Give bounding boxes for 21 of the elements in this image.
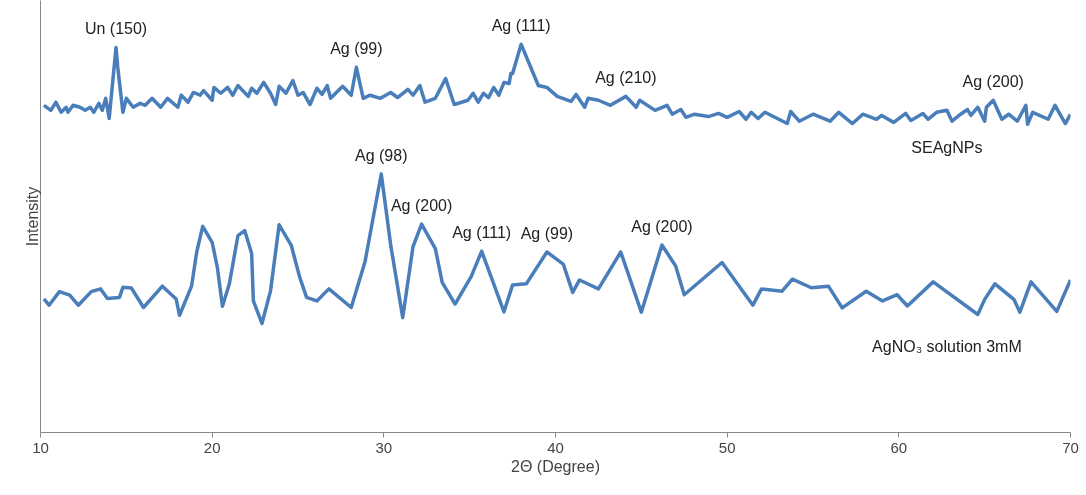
x-tick-label: 70 (1062, 438, 1079, 456)
x-tick-label: 20 (203, 438, 221, 456)
annotation: Ag (111) (491, 17, 551, 35)
series-label: SEAgNPs (911, 139, 983, 157)
annotation: Ag (200) (390, 197, 453, 215)
annotation: Un (150) (84, 20, 148, 38)
annotation: Ag (200) (631, 218, 693, 236)
x-tick-label: 50 (718, 438, 736, 456)
x-tick-label: 30 (375, 438, 393, 456)
x-tick-label: 60 (890, 438, 908, 456)
annotation: Ag (210) (595, 69, 657, 87)
annotation: Ag (99) (330, 40, 383, 58)
series-label: AgNO₃ solution 3mM (872, 338, 1022, 356)
annotation: Ag (200) (962, 73, 1024, 91)
annotation: Ag (111) (452, 224, 512, 242)
annotation: Ag (98) (355, 147, 408, 164)
x-tick-label: 10 (32, 438, 49, 456)
y-axis-title: Intensity (23, 186, 41, 247)
annotation: Ag (99) (520, 225, 574, 243)
x-axis-title: 2Θ (Degree) (511, 457, 600, 475)
x-tick-label: 40 (547, 438, 564, 456)
